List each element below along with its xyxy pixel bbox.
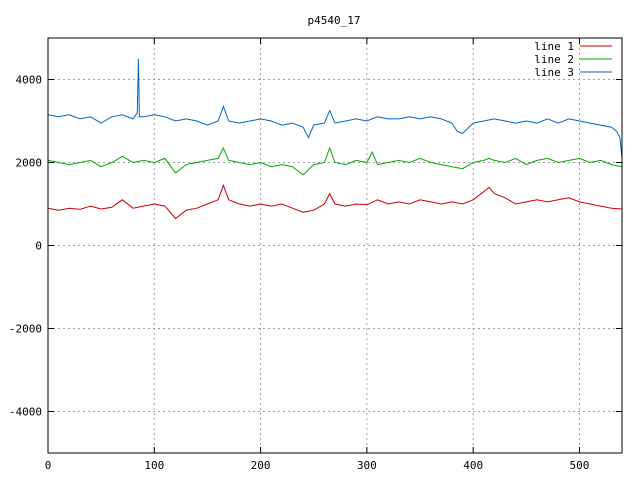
x-tick-label: 400 xyxy=(463,459,483,472)
y-tick-label: 2000 xyxy=(16,157,43,170)
y-tick-label: -2000 xyxy=(9,323,42,336)
series-lines xyxy=(47,58,623,220)
grid-lines xyxy=(48,38,622,453)
legend-label-1: line 1 xyxy=(534,40,574,53)
series-line-3 xyxy=(47,58,623,159)
x-tick-label: 300 xyxy=(357,459,377,472)
x-tick-label: 100 xyxy=(144,459,164,472)
y-tick-label: -4000 xyxy=(9,406,42,419)
y-tick-label: 4000 xyxy=(16,74,43,87)
x-tick-label: 0 xyxy=(45,459,52,472)
chart-title: p4540_17 xyxy=(308,14,361,27)
x-tick-label: 500 xyxy=(570,459,590,472)
y-tick-label: 0 xyxy=(35,240,42,253)
axis-ticks: 0 100 200 300 400 500 -4000 -2000 0 2000 4000 xyxy=(9,38,622,472)
x-tick-label: 200 xyxy=(251,459,271,472)
series-line-2 xyxy=(47,146,623,176)
legend-label-2: line 2 xyxy=(534,53,574,66)
series-line-1 xyxy=(47,183,623,220)
legend-label-3: line 3 xyxy=(534,66,574,79)
